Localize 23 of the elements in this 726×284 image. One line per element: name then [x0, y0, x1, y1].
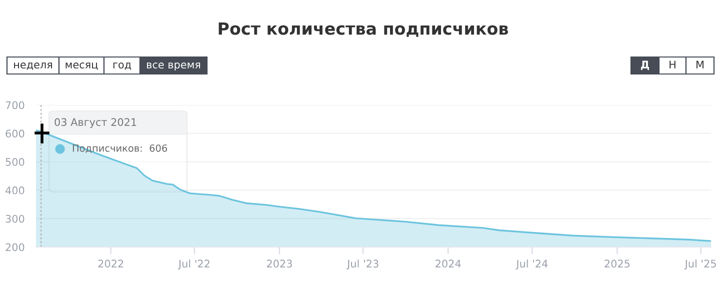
text: год: [113, 62, 131, 70]
y-tick-label: 300: [6, 214, 24, 223]
text: все время: [147, 62, 200, 71]
x-tick-label: Jul '23: [346, 260, 378, 270]
x-tick-label: 2023: [266, 260, 292, 268]
chart-title: Рост количества подписчиков: [218, 22, 508, 37]
text: неделя: [14, 62, 52, 70]
text: М: [696, 60, 704, 68]
y-tick-label: 500: [6, 158, 24, 166]
y-tick-label: 200: [6, 243, 24, 252]
annotation: 03 Август 2021: [54, 118, 136, 128]
y-tick-label: 700: [6, 101, 24, 110]
text: Д: [640, 60, 650, 70]
x-tick-label: Jul '22: [178, 260, 210, 270]
text: Н: [670, 60, 676, 68]
y-tick-label: 400: [6, 186, 24, 194]
x-tick-label: 2024: [436, 260, 461, 268]
x-tick-label: 2025: [604, 260, 630, 268]
x-tick-label: Jul '25: [684, 260, 716, 270]
y-tick-label: 600: [6, 130, 24, 138]
x-tick-label: 2022: [98, 260, 124, 268]
text: месяц: [66, 62, 98, 70]
x-tick-label: Jul '24: [516, 260, 548, 270]
